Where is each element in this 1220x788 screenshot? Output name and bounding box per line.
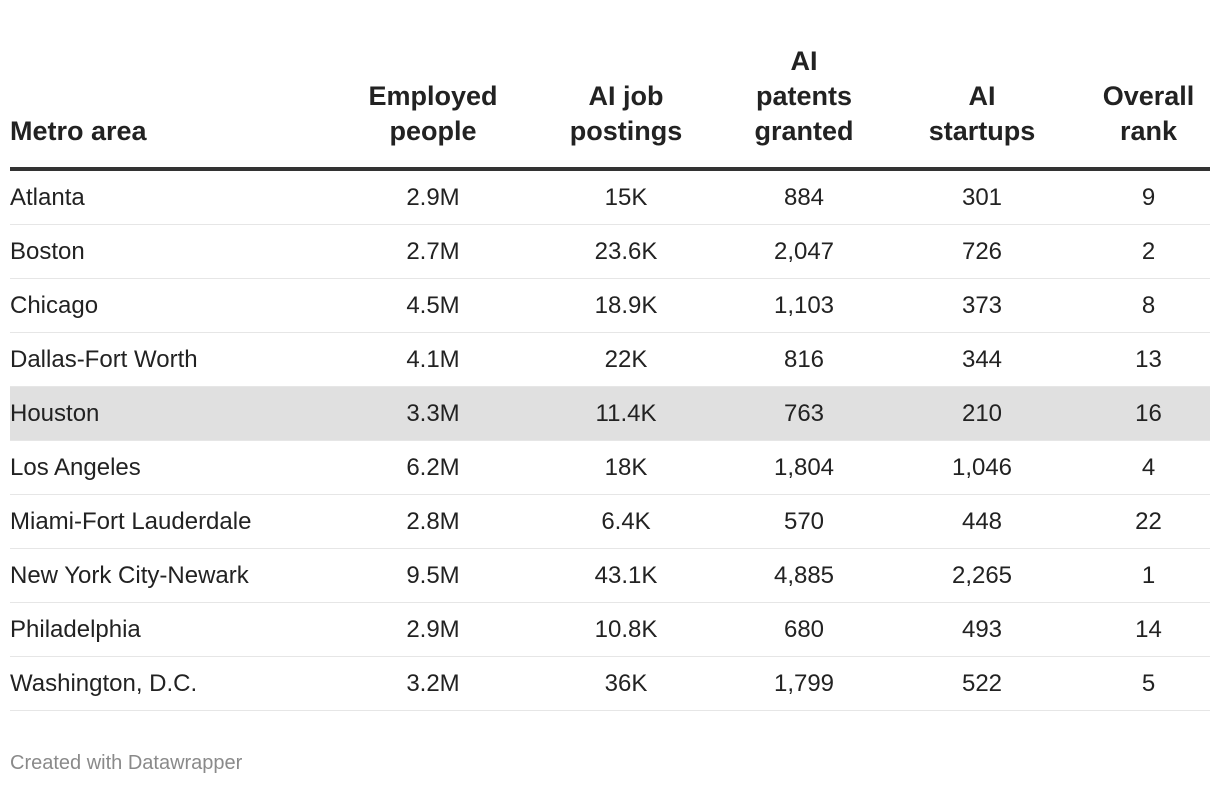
table-cell: 726 [877, 224, 1087, 279]
table-cell: 884 [731, 169, 877, 225]
table-cell: 763 [731, 386, 877, 441]
table-cell: 16 [1087, 386, 1210, 441]
table-cell: 9.5M [345, 548, 521, 603]
table-cell: 493 [877, 602, 1087, 657]
table-cell: Chicago [10, 278, 345, 333]
table-row: Houston 3.3M 11.4K 763 210 16 [10, 386, 1210, 441]
table-cell: 680 [731, 602, 877, 657]
table-cell: 13 [1087, 332, 1210, 387]
table-cell: 2.9M [345, 169, 521, 225]
table-row: Miami-Fort Lauderdale 2.8M 6.4K 570 448 22 [10, 494, 1210, 549]
table-cell: 1,799 [731, 656, 877, 711]
table-cell: New York City-Newark [10, 548, 345, 603]
table-cell: 18K [521, 440, 731, 495]
column-header[interactable]: Employed people [345, 44, 521, 171]
table-cell: 2.8M [345, 494, 521, 549]
table-cell: Boston [10, 224, 345, 279]
table-cell: 344 [877, 332, 1087, 387]
table-cell: Dallas-Fort Worth [10, 332, 345, 387]
table-cell: 301 [877, 169, 1087, 225]
footer-credit: Created with Datawrapper [10, 752, 243, 774]
table-cell: 448 [877, 494, 1087, 549]
table-cell: 22K [521, 332, 731, 387]
table-cell: 4,885 [731, 548, 877, 603]
table-cell: 1,046 [877, 440, 1087, 495]
table-row: Dallas-Fort Worth 4.1M 22K 816 344 13 [10, 332, 1210, 387]
table-cell: 4 [1087, 440, 1210, 495]
table-cell: 1,103 [731, 278, 877, 333]
table-cell: 11.4K [521, 386, 731, 441]
table-cell: Miami-Fort Lauderdale [10, 494, 345, 549]
column-header[interactable]: AI job postings [521, 44, 731, 171]
table-row: Washington, D.C. 3.2M 36K 1,799 522 5 [10, 656, 1210, 711]
table-row: Philadelphia 2.9M 10.8K 680 493 14 [10, 602, 1210, 657]
table-cell: 2,047 [731, 224, 877, 279]
column-header[interactable]: Metro area [10, 44, 345, 171]
table-cell: 522 [877, 656, 1087, 711]
table-cell: 373 [877, 278, 1087, 333]
table-cell: Washington, D.C. [10, 656, 345, 711]
table-cell: 816 [731, 332, 877, 387]
table-cell: 570 [731, 494, 877, 549]
table-cell: 43.1K [521, 548, 731, 603]
table-row: Chicago 4.5M 18.9K 1,103 373 8 [10, 278, 1210, 333]
header-row: Metro area Employed people AI job postings… [10, 44, 1210, 171]
table-cell: Philadelphia [10, 602, 345, 657]
table-cell: 6.4K [521, 494, 731, 549]
table-cell: 8 [1087, 278, 1210, 333]
column-header[interactable]: Overall rank [1087, 44, 1210, 171]
table-cell: 2.9M [345, 602, 521, 657]
table-cell: 3.2M [345, 656, 521, 711]
metro-ai-table: Metro area Employed people AI job postings… [10, 44, 1210, 711]
table-cell: 4.5M [345, 278, 521, 333]
column-header[interactable]: AI patents granted [731, 44, 877, 171]
table-cell: 2,265 [877, 548, 1087, 603]
table-row: Boston 2.7M 23.6K 2,047 726 2 [10, 224, 1210, 279]
table-row: Los Angeles 6.2M 18K 1,804 1,046 4 [10, 440, 1210, 495]
table-cell: Los Angeles [10, 440, 345, 495]
table-cell: Atlanta [10, 169, 345, 225]
table-cell: 1,804 [731, 440, 877, 495]
table-cell: 9 [1087, 169, 1210, 225]
table-cell: 4.1M [345, 332, 521, 387]
table-cell: 5 [1087, 656, 1210, 711]
table-cell: 1 [1087, 548, 1210, 603]
table-cell: 2.7M [345, 224, 521, 279]
table-row: New York City-Newark 9.5M 43.1K 4,885 2,265 1 [10, 548, 1210, 603]
table-cell: 2 [1087, 224, 1210, 279]
table-cell: 22 [1087, 494, 1210, 549]
table-cell: 10.8K [521, 602, 731, 657]
table-cell: Houston [10, 386, 345, 441]
table-cell: 6.2M [345, 440, 521, 495]
column-header[interactable]: AI startups [877, 44, 1087, 171]
table-row: Atlanta 2.9M 15K 884 301 9 [10, 169, 1210, 225]
table-cell: 210 [877, 386, 1087, 441]
table-cell: 3.3M [345, 386, 521, 441]
table-cell: 36K [521, 656, 731, 711]
table-cell: 15K [521, 169, 731, 225]
table-cell: 14 [1087, 602, 1210, 657]
table-cell: 23.6K [521, 224, 731, 279]
table-cell: 18.9K [521, 278, 731, 333]
